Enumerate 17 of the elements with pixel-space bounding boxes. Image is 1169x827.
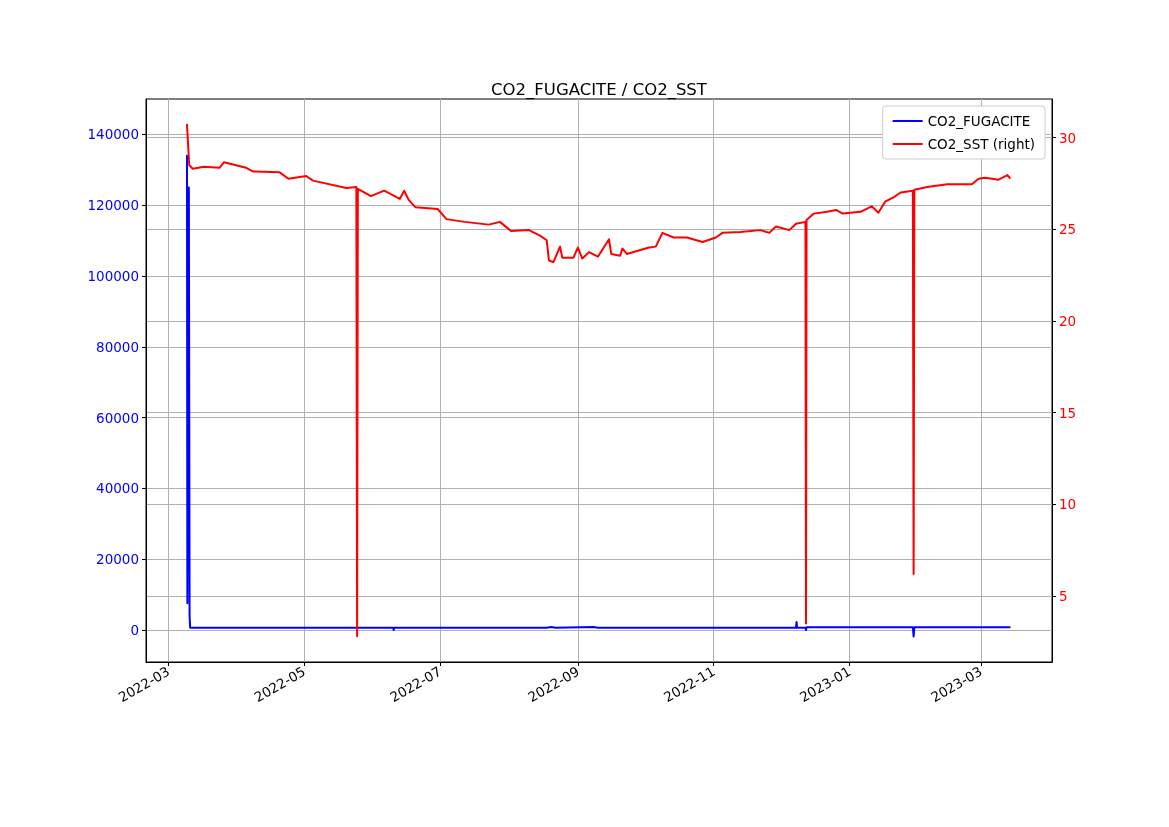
y-tick-label: 0 bbox=[130, 622, 139, 639]
y-tick-label: 20000 bbox=[96, 551, 139, 568]
y2-tick-label: 10 bbox=[1059, 496, 1077, 513]
legend-label: CO2_SST (right) bbox=[927, 136, 1036, 152]
y-tick-label: 100000 bbox=[87, 268, 139, 285]
y2-tick-label: 20 bbox=[1059, 312, 1077, 329]
y-tick-label: 80000 bbox=[96, 338, 139, 355]
chart-title: CO2_FUGACITE / CO2_SST bbox=[491, 80, 708, 100]
y-tick-label: 40000 bbox=[96, 480, 139, 497]
y2-tick-label: 5 bbox=[1059, 587, 1068, 604]
y2-tick-label: 15 bbox=[1059, 404, 1077, 421]
y-tick-label: 140000 bbox=[87, 126, 139, 143]
y-tick-label: 60000 bbox=[96, 409, 139, 426]
y2-tick-label: 25 bbox=[1059, 221, 1077, 238]
legend-label: CO2_FUGACITE bbox=[927, 113, 1031, 129]
y-tick-label: 120000 bbox=[87, 197, 139, 214]
y2-tick-label: 30 bbox=[1059, 129, 1077, 146]
